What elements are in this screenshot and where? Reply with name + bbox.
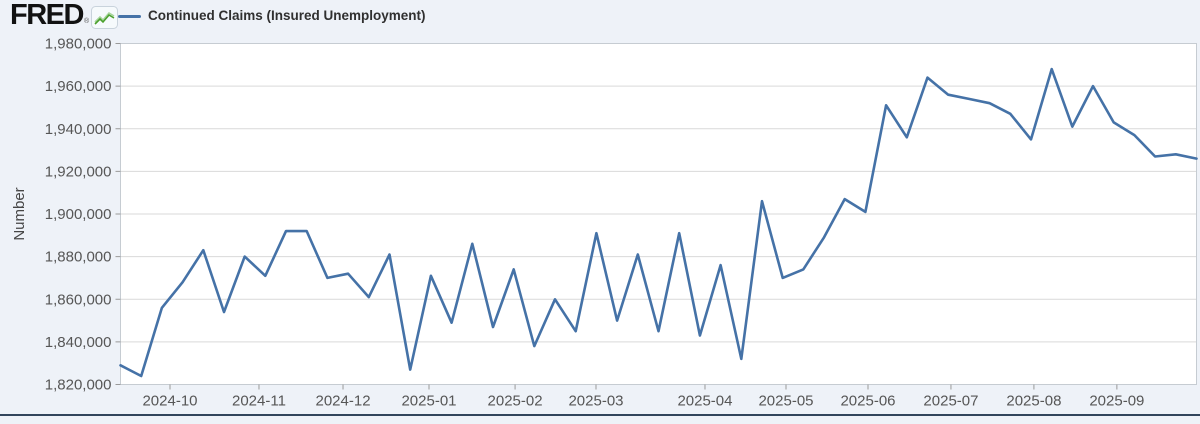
x-axis-label: 2025-07 <box>923 393 978 410</box>
legend-label: Continued Claims (Insured Unemployment) <box>148 8 426 23</box>
x-axis-label: 2025-06 <box>840 393 895 410</box>
legend-item[interactable]: Continued Claims (Insured Unemployment) <box>118 8 426 23</box>
fred-logo[interactable]: FRED ® <box>10 0 119 31</box>
registered-mark: ® <box>83 18 90 25</box>
y-axis-label: 1,820,000 <box>45 377 112 394</box>
x-axis-label: 2024-11 <box>232 393 286 410</box>
legend-line-swatch <box>118 14 141 18</box>
series-line[interactable] <box>119 67 1198 378</box>
x-axis-label: 2025-04 <box>677 393 732 410</box>
x-axis-label: 2025-03 <box>568 393 623 410</box>
y-axis-label: 1,880,000 <box>45 249 112 266</box>
x-axis-label: 2025-09 <box>1089 393 1144 410</box>
y-axis-label: 1,960,000 <box>45 78 112 95</box>
widget-bottom-border <box>0 414 1200 416</box>
y-axis-label: 1,920,000 <box>45 163 112 180</box>
y-axis-label: 1,940,000 <box>45 121 112 138</box>
y-axis-label: 1,860,000 <box>45 291 112 308</box>
fred-logo-chart-icon <box>91 6 119 29</box>
fred-wordmark: FRED <box>10 0 84 31</box>
y-axis-label: 1,980,000 <box>45 36 112 53</box>
x-axis-label: 2024-10 <box>142 393 197 410</box>
y-axis-title: Number <box>11 187 28 240</box>
x-axis-label: 2024-12 <box>315 393 370 410</box>
x-axis-label: 2025-02 <box>488 393 543 410</box>
x-axis-label: 2025-08 <box>1006 393 1061 410</box>
y-axis-label: 1,840,000 <box>45 334 112 351</box>
x-axis-label: 2025-01 <box>401 393 456 410</box>
y-axis-label: 1,900,000 <box>45 206 112 223</box>
chart-header: FRED ® Continued Claims (Insured Unemplo… <box>0 0 1200 34</box>
x-axis-label: 2025-05 <box>758 393 813 410</box>
